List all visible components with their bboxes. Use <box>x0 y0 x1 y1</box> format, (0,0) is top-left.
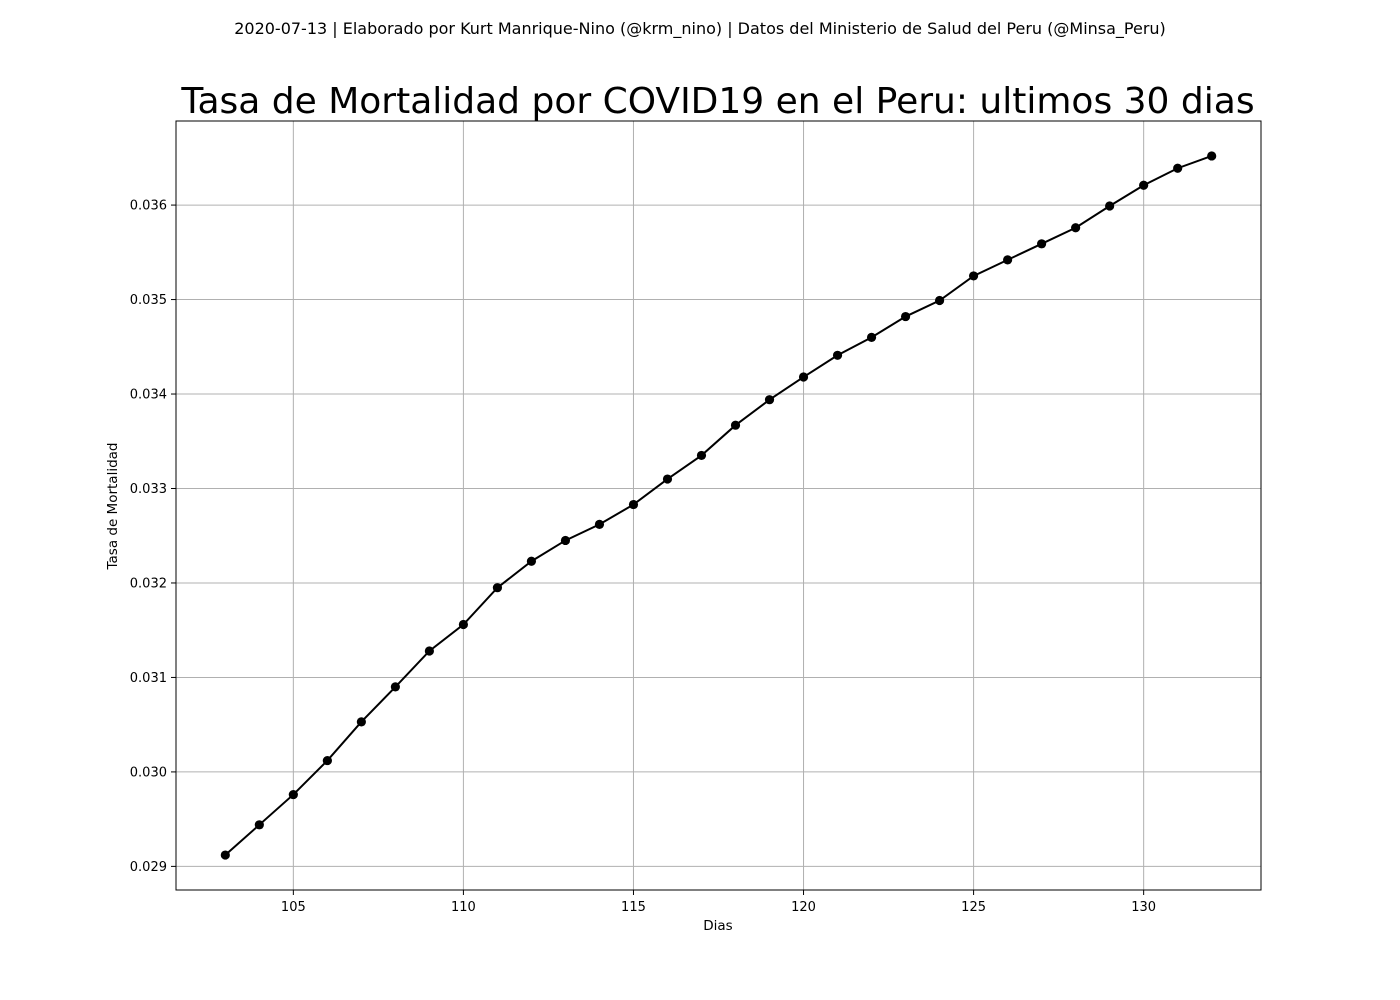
data-point <box>254 820 264 830</box>
data-point <box>968 271 979 281</box>
x-tick-label: 105 <box>281 900 306 915</box>
axis-ticks: 105 110 115 120 125 130 0.029 0.030 0.031 0.032 0.… <box>130 199 1156 915</box>
data-point <box>492 583 503 593</box>
series-layer <box>224 155 1213 856</box>
y-tick-label: 0.029 <box>130 860 167 875</box>
data-point <box>1173 163 1183 173</box>
y-axis-label: Tasa de Mortalidad <box>105 443 121 571</box>
x-tick-label: 130 <box>1131 900 1156 915</box>
y-tick-label: 0.031 <box>130 671 167 686</box>
data-point <box>1207 151 1217 161</box>
data-point <box>526 556 537 566</box>
y-tick-label: 0.034 <box>130 388 167 403</box>
data-point <box>900 311 911 322</box>
data-point <box>628 499 639 510</box>
data-point <box>696 450 707 461</box>
data-point <box>356 717 366 727</box>
data-point <box>730 420 741 430</box>
data-point <box>764 395 775 405</box>
data-point <box>424 646 434 656</box>
data-point <box>1105 201 1115 211</box>
data-point <box>560 535 571 546</box>
data-point <box>662 474 673 484</box>
y-tick-label: 0.030 <box>130 765 167 780</box>
chart-suptitle: 2020-07-13 | Elaborado por Kurt Manrique… <box>234 19 1166 39</box>
y-tick-label: 0.035 <box>130 293 167 308</box>
y-tick-label: 0.036 <box>130 199 167 214</box>
chart-title: Tasa de Mortalidad por COVID19 en el Per… <box>180 81 1254 122</box>
data-point <box>934 295 945 306</box>
grid-lines <box>176 121 1261 890</box>
y-tick-label: 0.033 <box>130 482 167 497</box>
data-point <box>288 789 298 800</box>
x-tick-label: 115 <box>621 900 646 915</box>
x-tick-label: 110 <box>451 900 476 915</box>
x-tick-label: 120 <box>791 900 816 915</box>
data-point <box>832 350 843 360</box>
series-line <box>224 155 1213 856</box>
data-point <box>1071 223 1081 233</box>
plot-frame <box>175 120 1262 891</box>
data-point <box>866 332 877 342</box>
data-point <box>458 619 469 630</box>
data-point <box>1003 255 1013 265</box>
data-point <box>390 682 400 692</box>
x-tick-label: 125 <box>961 900 986 915</box>
data-point <box>1037 239 1047 249</box>
data-point <box>220 850 230 860</box>
data-points <box>220 151 1217 860</box>
data-point <box>322 755 332 766</box>
data-point <box>594 519 605 529</box>
x-axis-label: Dias <box>703 918 732 934</box>
y-tick-label: 0.032 <box>130 576 167 591</box>
data-point <box>798 372 809 382</box>
data-point <box>1139 180 1149 190</box>
